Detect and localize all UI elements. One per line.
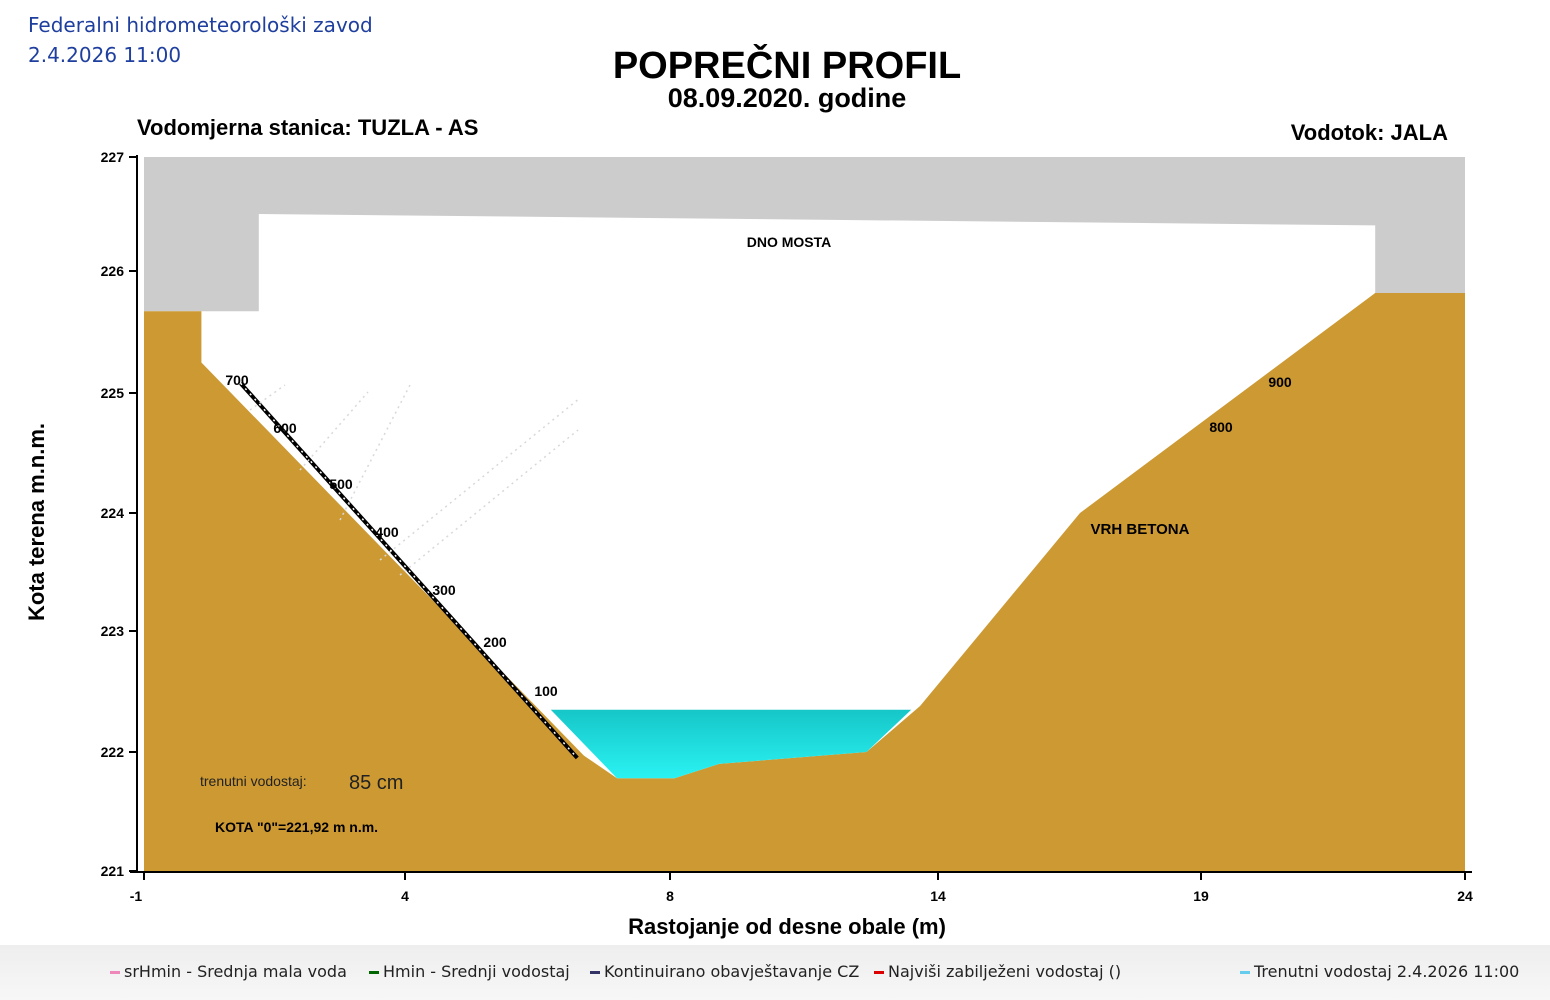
legend-swatch <box>110 971 120 974</box>
x-tick-label: 14 <box>930 888 946 904</box>
legend-label: Trenutni vodostaj 2.4.2026 11:00 <box>1254 962 1520 981</box>
y-tick-label: 227 <box>101 149 125 165</box>
gauge-staff <box>239 381 579 760</box>
gauge-mark-label: 500 <box>329 476 353 492</box>
y-axis-label: Kota terena m.n.m. <box>24 423 49 621</box>
guide-line-2 <box>339 384 411 521</box>
y-tick-label: 221 <box>101 863 125 879</box>
gauge-mark-label: 200 <box>483 634 507 650</box>
bridge-label: DNO MOSTA <box>747 234 832 250</box>
gauge-mark-label: 400 <box>375 524 399 540</box>
legend-swatch <box>1240 971 1250 974</box>
x-tick-label: 24 <box>1457 888 1473 904</box>
legend-label: Kontinuirano obavještavanje CZ <box>604 962 860 981</box>
y-tick-label: 223 <box>101 623 125 639</box>
x-tick-label: -1 <box>130 888 143 904</box>
gauge-mark-label: 100 <box>534 683 558 699</box>
chart-subtitle: 08.09.2020. godine <box>668 83 907 113</box>
legend-label: Najviši zabilježeni vodostaj () <box>888 962 1122 981</box>
legend-bar <box>0 945 1550 1000</box>
legend-item: Hmin - Srednji vodostaj <box>369 962 570 981</box>
watercourse-label: Vodotok: JALA <box>1291 120 1448 145</box>
agency-name: Federalni hidrometeorološki zavod <box>28 13 373 37</box>
gauge-mark-label: 900 <box>1268 374 1292 390</box>
gauge-mark-label: 800 <box>1209 419 1233 435</box>
legend-swatch <box>369 971 379 974</box>
current-level-label: trenutni vodostaj: <box>200 773 307 789</box>
terrain-area <box>144 293 1465 871</box>
x-tick-label: 8 <box>666 888 674 904</box>
legend-item: Najviši zabilježeni vodostaj () <box>874 962 1121 981</box>
legend-item: srHmin - Srednja mala voda <box>110 962 347 981</box>
y-tick-label: 224 <box>101 505 125 521</box>
x-tick-label: 4 <box>401 888 409 904</box>
x-tick-label: 19 <box>1193 888 1209 904</box>
legend-swatch <box>874 971 884 974</box>
legend-item: Trenutni vodostaj 2.4.2026 11:00 <box>1240 962 1519 981</box>
guide-line-4 <box>399 429 579 576</box>
x-axis-label: Rastojanje od desne obale (m) <box>628 914 946 939</box>
y-tick-label: 226 <box>101 263 125 279</box>
chart-title: POPREČNI PROFIL <box>613 42 961 87</box>
agency-header: Federalni hidrometeorološki zavod 2.4.20… <box>28 10 373 70</box>
current-level-value: 85 cm <box>349 772 403 794</box>
gauge-mark-label: 300 <box>432 582 456 598</box>
gauge-mark-label: 700 <box>225 372 249 388</box>
legend-label: Hmin - Srednji vodostaj <box>383 962 570 981</box>
plot-area: 700 600 500 400 300 200 100 900 800 DNO MOSTA VRH … <box>101 149 1473 904</box>
water-area <box>550 709 912 779</box>
station-label: Vodomjerna stanica: TUZLA - AS <box>137 115 478 140</box>
legend-item: Kontinuirano obavještavanje CZ <box>590 962 859 981</box>
y-tick-label: 225 <box>101 385 125 401</box>
header-datetime: 2.4.2026 11:00 <box>28 43 182 67</box>
guide-line-0 <box>249 384 286 411</box>
zero-datum-label: KOTA "0"=221,92 m n.m. <box>215 819 378 835</box>
concrete-label: VRH BETONA <box>1091 521 1190 538</box>
legend-label: srHmin - Srednja mala voda <box>124 962 347 981</box>
guide-line-3 <box>379 397 581 561</box>
legend-swatch <box>590 971 600 974</box>
cross-section-chart: 700 600 500 400 300 200 100 900 800 DNO MOSTA VRH … <box>24 42 1473 939</box>
y-tick-label: 222 <box>101 744 125 760</box>
bridge-shape <box>144 157 1465 312</box>
gauge-mark-label: 600 <box>273 420 297 436</box>
